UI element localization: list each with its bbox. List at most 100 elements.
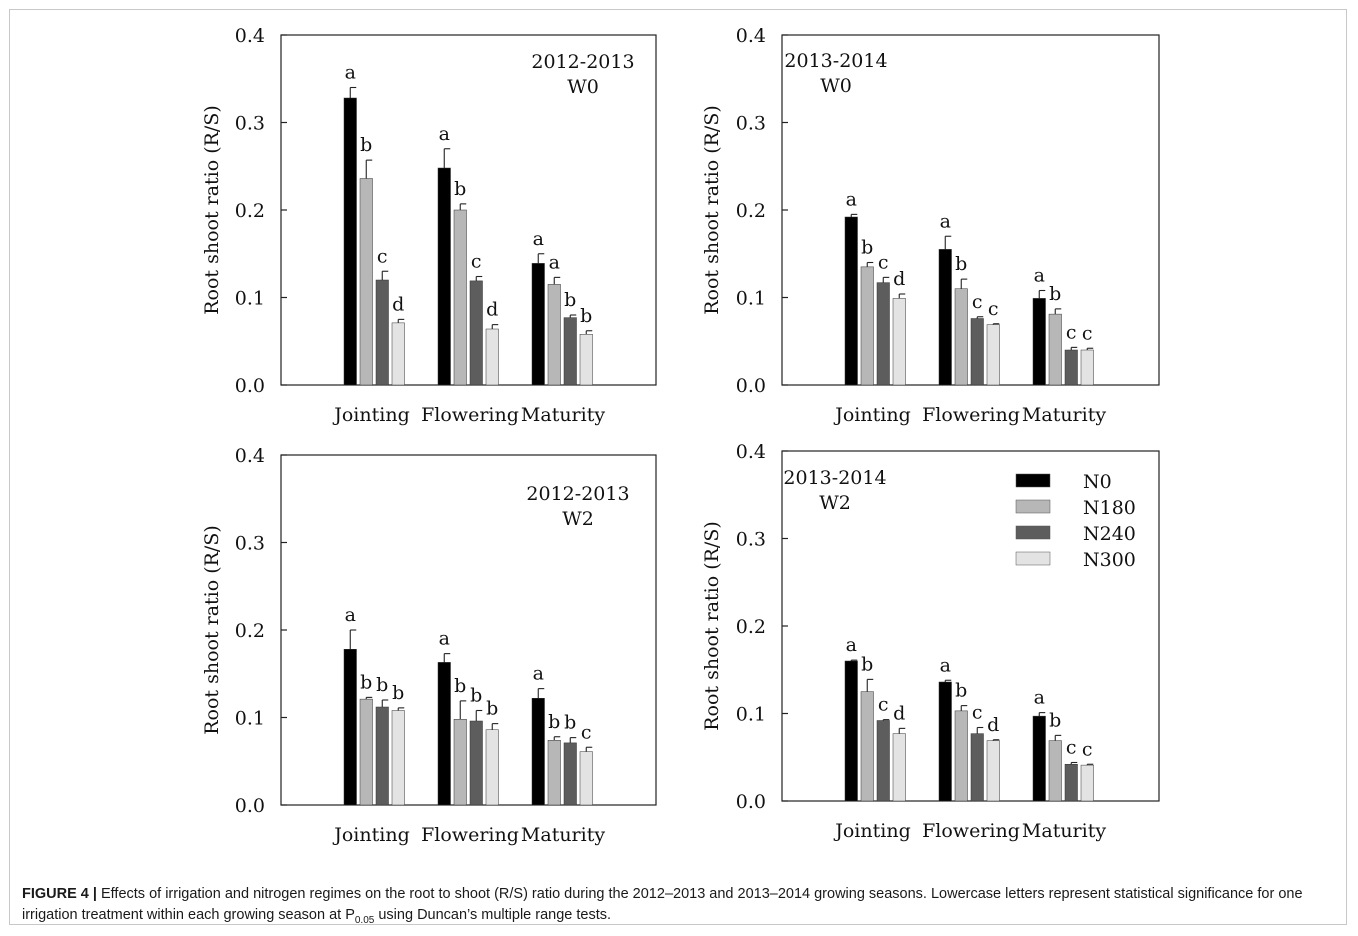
significance-letter: c [1082,738,1093,760]
significance-letter: b [360,134,372,156]
significance-letter: b [580,305,592,327]
chart-panel-1: 0.0 0.1 0.2 0.3 0.4 Root shoot ratio (R/S) Joi… [201,25,657,426]
bar-n0 [343,649,357,806]
y-tick-label: 0.0 [235,375,265,397]
bar-n180 [1048,740,1062,802]
legend-label-n180: N180 [1083,497,1136,519]
bar-n300 [892,298,906,386]
y-tick-label: 0.1 [736,288,766,310]
significance-letter: b [1049,709,1061,731]
bar-n0 [437,167,451,386]
panel-label: W2 [819,492,851,514]
x-category-label: Flowering [922,820,1020,842]
x-category-label: Maturity [521,824,605,846]
significance-letter: b [360,671,372,693]
bar-n300 [986,740,1000,802]
panel-label: W2 [562,508,594,530]
bar-n240 [876,282,890,386]
x-category-label: Maturity [521,404,605,426]
significance-letter: a [439,628,450,650]
bar-n0 [844,660,858,802]
significance-letter: a [439,123,450,145]
bar-n240 [469,720,483,806]
significance-letter: a [533,228,544,250]
bar-n180 [860,266,874,386]
bar-n180 [359,178,373,386]
x-category-label: Maturity [1022,820,1106,842]
bar-n240 [375,706,389,806]
chart-panel-2: 0.0 0.1 0.2 0.3 0.4 Root shoot ratio (R/S) Joi… [701,25,1160,426]
legend-swatch-n0 [1015,473,1051,488]
y-tick-label: 0.2 [736,200,766,222]
significance-letter: d [893,702,905,724]
panel-label: W0 [567,76,599,98]
x-category-label: Flowering [421,824,519,846]
bar-n180 [860,691,874,802]
significance-letter: c [377,245,388,267]
bar-n180 [359,698,373,806]
y-tick-label: 0.0 [736,791,766,813]
bar-n300 [1080,764,1094,802]
significance-letter: b [861,653,873,675]
panel-label: 2012-2013 [531,51,634,73]
significance-letter: c [1066,737,1077,759]
bar-n0 [437,662,451,806]
significance-letter: b [486,698,498,720]
x-category-label: Jointing [332,404,409,426]
significance-letter: b [955,253,967,275]
x-category-label: Jointing [332,824,409,846]
bar-n180 [954,288,968,386]
chart-panel-3: 0.0 0.1 0.2 0.3 0.4 Root shoot ratio (R/S) Joi… [201,445,657,846]
significance-letter: b [564,289,576,311]
panel-label: 2013-2014 [784,50,887,72]
significance-letter: a [846,188,857,210]
y-tick-label: 0.4 [235,25,265,47]
legend-label-n0: N0 [1083,471,1112,493]
significance-letter: c [1066,321,1077,343]
caption-label: FIGURE 4 | [22,886,97,902]
bar-n0 [844,216,858,386]
y-tick-label: 0.4 [736,25,766,47]
y-tick-label: 0.3 [235,113,265,135]
significance-letter: c [972,291,983,313]
y-tick-label: 0.3 [736,113,766,135]
significance-letter: a [1034,687,1045,709]
caption-text-2: using Duncan’s multiple range tests. [374,907,612,923]
bar-n240 [970,318,984,386]
legend-swatch-n300 [1015,551,1051,566]
significance-letter: c [972,702,983,724]
significance-letter: a [533,663,544,685]
significance-letter: a [345,62,356,84]
significance-letter: a [1034,265,1045,287]
panel-label: 2012-2013 [526,483,629,505]
y-tick-label: 0.0 [736,375,766,397]
y-axis-label: Root shoot ratio (R/S) [701,105,723,315]
bar-n300 [1080,349,1094,386]
y-tick-label: 0.1 [235,288,265,310]
bar-n0 [343,97,357,386]
significance-letter: a [940,654,951,676]
legend-label-n300: N300 [1083,549,1136,571]
bar-n0 [1032,715,1046,802]
significance-letter: b [548,711,560,733]
significance-letter: a [345,604,356,626]
significance-letter: c [581,721,592,743]
panel-label: 2013-2014 [783,467,886,489]
bar-n240 [1064,764,1078,802]
figure-caption: FIGURE 4 | Effects of irrigation and nit… [22,884,1340,931]
significance-letter: a [549,251,560,273]
bar-n240 [1064,349,1078,386]
bar-n0 [1032,298,1046,386]
panel-label: W0 [820,75,852,97]
bar-n300 [391,322,405,386]
significance-letter: a [846,634,857,656]
bar-n300 [391,710,405,806]
significance-letter: c [471,251,482,273]
x-category-label: Maturity [1022,404,1106,426]
y-tick-label: 0.0 [235,795,265,817]
significance-letter: a [940,210,951,232]
legend: N0 N180 N240 N300 [1015,471,1136,571]
y-tick-label: 0.3 [736,529,766,551]
x-category-label: Jointing [833,820,910,842]
bar-n180 [954,710,968,802]
